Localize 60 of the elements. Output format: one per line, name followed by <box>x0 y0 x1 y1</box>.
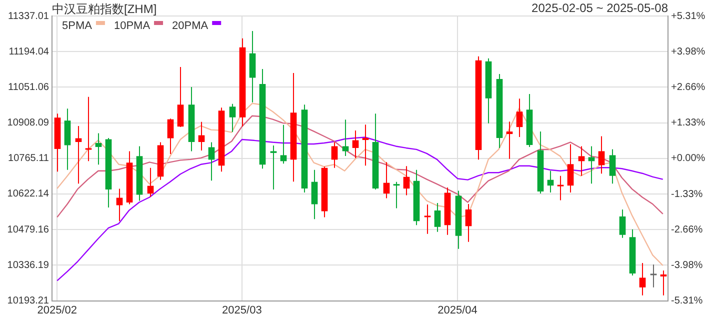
candlestick <box>465 203 472 242</box>
y2-tick-label: +5.31% <box>671 10 706 22</box>
chart-title: 中汉豆粕指数[ZHM] <box>52 1 157 18</box>
candlestick <box>280 124 287 164</box>
y-tick-label: 11337.01 <box>8 10 50 22</box>
y2-tick-label: -5.31% <box>671 296 703 307</box>
candlestick <box>609 148 616 184</box>
y-tick-label: 10622.14 <box>7 188 50 200</box>
y-tick-label: 10479.16 <box>7 224 50 236</box>
x-tick-label: 2025/03 <box>222 304 262 316</box>
candlestick <box>167 118 174 154</box>
candlestick <box>362 124 369 166</box>
y-tick-label: 11051.06 <box>8 82 50 93</box>
candlestick <box>177 66 184 128</box>
candlestick <box>567 144 574 194</box>
candlestick <box>639 262 646 296</box>
x-tick-label: 2025/04 <box>438 304 478 316</box>
candlestick <box>650 264 657 288</box>
candlestick <box>331 142 338 168</box>
x-tick-label: 2025/02 <box>37 304 78 316</box>
y-tick-label: 10336.19 <box>7 260 50 271</box>
y-tick-label: 10193.21 <box>7 296 50 307</box>
chart-subtitle: 2025-02-05 ~ 2025-05-08 <box>532 1 668 15</box>
candlestick <box>208 142 215 182</box>
y2-tick-label: +0.00% <box>671 153 706 164</box>
y2-tick-label: +3.98% <box>671 46 706 58</box>
candlestick <box>547 170 554 194</box>
y2-tick-label: +1.33% <box>671 117 706 128</box>
candlestick <box>85 96 92 162</box>
candlestick <box>598 136 605 174</box>
y2-tick-label: +2.66% <box>671 82 706 93</box>
candlestick <box>393 181 400 209</box>
candlestick <box>352 130 359 159</box>
candlestick <box>516 98 523 138</box>
candlestick <box>342 119 349 156</box>
legend-label: 5PMA <box>62 20 93 32</box>
y-tick-label: 10908.09 <box>7 118 50 129</box>
y-tick-label: 10765.11 <box>8 153 50 164</box>
candlestick <box>434 202 441 232</box>
legend-label: 20PMA <box>172 20 209 32</box>
candlestick <box>198 121 205 151</box>
y-tick-label: 11194.04 <box>8 46 50 58</box>
candlestick <box>619 208 626 238</box>
y2-tick-label: -1.33% <box>671 188 703 200</box>
y2-tick-label: -2.66% <box>671 224 703 236</box>
candlestick <box>403 166 410 196</box>
candlestick <box>424 204 431 234</box>
legend-label: 10PMA <box>114 20 151 32</box>
candlestick <box>588 146 595 184</box>
candlestick <box>311 169 318 220</box>
candlestick <box>578 146 585 176</box>
candlestick <box>660 270 667 296</box>
candlestick <box>383 162 390 199</box>
candlestick <box>270 144 277 190</box>
candlestick <box>95 132 102 166</box>
candlestick <box>147 167 154 198</box>
candlestick <box>557 175 564 201</box>
candlestick <box>506 121 513 160</box>
candlestick <box>229 103 236 133</box>
y2-tick-label: -3.98% <box>671 260 703 271</box>
